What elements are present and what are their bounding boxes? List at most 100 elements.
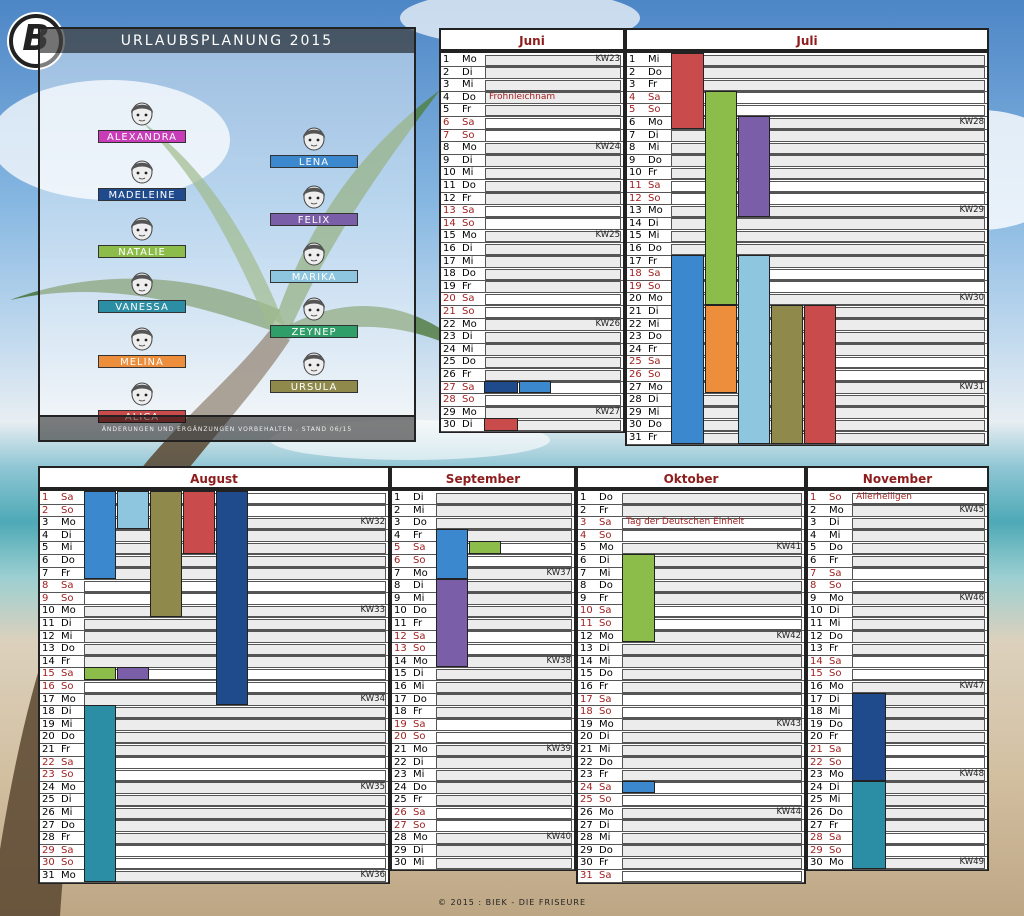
weekday-label: Mo: [829, 681, 844, 692]
day-row: 27 So: [392, 820, 574, 833]
weekday-label: Di: [462, 243, 473, 254]
row-divider: [627, 254, 987, 256]
row-divider: [392, 503, 574, 505]
day-row: 5 Fr: [441, 104, 623, 117]
employee-lena: LENA: [270, 124, 358, 168]
row-divider: [627, 216, 987, 218]
row-divider: [578, 503, 804, 505]
vacation-bar-madeleine: [216, 491, 248, 706]
day-row: 6 Fr: [808, 555, 987, 568]
calendar-week-label: KW42: [776, 630, 802, 641]
weekday-label: Fr: [829, 555, 839, 566]
weekday-label: Mi: [413, 857, 425, 869]
day-row: 6 So: [392, 555, 574, 568]
day-cell: [485, 104, 621, 117]
weekday-label: Fr: [648, 167, 658, 179]
month-table-oktober: 1 Do 2 Fr 3 Sa Tag der Deutschen Einheit 4 So 5 Mo…: [576, 489, 806, 884]
day-number: 1: [629, 54, 636, 65]
row-divider: [627, 103, 987, 105]
day-number: 26: [629, 369, 642, 380]
month-header-juli: Juli: [625, 28, 989, 51]
weekday-label: Di: [61, 618, 72, 629]
weekday-label: So: [829, 492, 842, 503]
day-row: 2 Mo KW45: [808, 505, 987, 518]
weekday-label: Fr: [829, 643, 839, 655]
day-cell: [485, 130, 621, 142]
calendar-week-label: KW25: [595, 230, 621, 241]
day-number: 1: [443, 54, 450, 65]
row-divider: [392, 528, 574, 530]
day-number: 14: [580, 655, 593, 667]
row-divider: [441, 166, 623, 168]
day-cell: [852, 542, 985, 555]
row-divider: [40, 831, 388, 833]
weekday-label: Mo: [413, 832, 428, 844]
day-row: 30 Fr: [578, 857, 804, 870]
day-cell: [485, 79, 621, 92]
row-divider: [578, 856, 804, 858]
weekday-label: Mi: [413, 504, 425, 516]
day-number: 21: [443, 306, 456, 317]
day-cell: [852, 643, 985, 656]
weekday-label: Fr: [61, 655, 71, 667]
day-cell: [622, 832, 802, 845]
weekday-label: So: [462, 306, 475, 317]
vacation-bar-ursula: [771, 305, 803, 444]
row-divider: [808, 566, 987, 568]
day-number: 18: [580, 706, 593, 718]
row-divider: [578, 818, 804, 820]
day-cell: [436, 794, 572, 807]
day-row: 9 Do: [627, 155, 987, 168]
day-cell: [84, 731, 386, 744]
day-row: 9 Mo KW46: [808, 593, 987, 606]
day-row: 28 Sa: [808, 832, 987, 845]
day-cell: [485, 331, 621, 344]
weekday-label: So: [599, 706, 612, 718]
weekday-label: Mo: [599, 718, 614, 730]
day-row: 8 Di: [392, 580, 574, 593]
day-number: 21: [810, 744, 823, 755]
day-number: 26: [810, 807, 823, 818]
row-divider: [627, 141, 987, 143]
day-row: 29 So: [808, 845, 987, 858]
day-number: 24: [443, 343, 456, 355]
day-row: 7 Mo KW37: [392, 568, 574, 581]
day-number: 27: [629, 381, 642, 393]
day-cell: [622, 694, 802, 706]
row-divider: [392, 780, 574, 782]
row-divider: [392, 717, 574, 719]
day-cell: [436, 757, 572, 769]
day-cell: [852, 530, 985, 542]
day-number: 30: [394, 857, 407, 869]
day-cell: [84, 782, 386, 794]
day-row: 3 Mi: [441, 79, 623, 92]
day-number: 3: [810, 517, 817, 529]
day-cell: [485, 218, 621, 230]
day-number: 18: [394, 706, 407, 718]
row-divider: [392, 629, 574, 631]
calendar-week-label: KW35: [360, 781, 386, 792]
day-number: 16: [580, 681, 593, 692]
day-cell: [622, 668, 802, 681]
weekday-label: So: [648, 192, 661, 204]
weekday-label: Mi: [61, 630, 73, 642]
day-number: 22: [629, 318, 642, 330]
row-divider: [578, 742, 804, 744]
day-number: 6: [580, 555, 587, 566]
weekday-label: So: [462, 129, 475, 141]
row-divider: [578, 566, 804, 568]
day-number: 13: [580, 643, 593, 655]
weekday-label: Do: [61, 731, 75, 743]
row-divider: [627, 78, 987, 80]
month-table-september: 1 Di 2 Mi 3 Do 4 Fr 5 Sa 6 So 7 Mo KW37 8 Di 9 Mi 10 Do 11 Fr 1…: [390, 489, 576, 871]
day-row: 15 Mo KW25: [441, 230, 623, 243]
weekday-label: Fr: [413, 706, 423, 718]
day-number: 4: [810, 529, 817, 541]
row-divider: [392, 679, 574, 681]
weekday-label: Mo: [462, 230, 477, 242]
disclaimer-note: ÄNDERUNGEN UND ERGÄNZUNGEN VORBEHALTEN .…: [40, 415, 414, 440]
row-divider: [40, 604, 388, 606]
row-divider: [808, 667, 987, 669]
row-divider: [808, 604, 987, 606]
row-divider: [627, 279, 987, 281]
